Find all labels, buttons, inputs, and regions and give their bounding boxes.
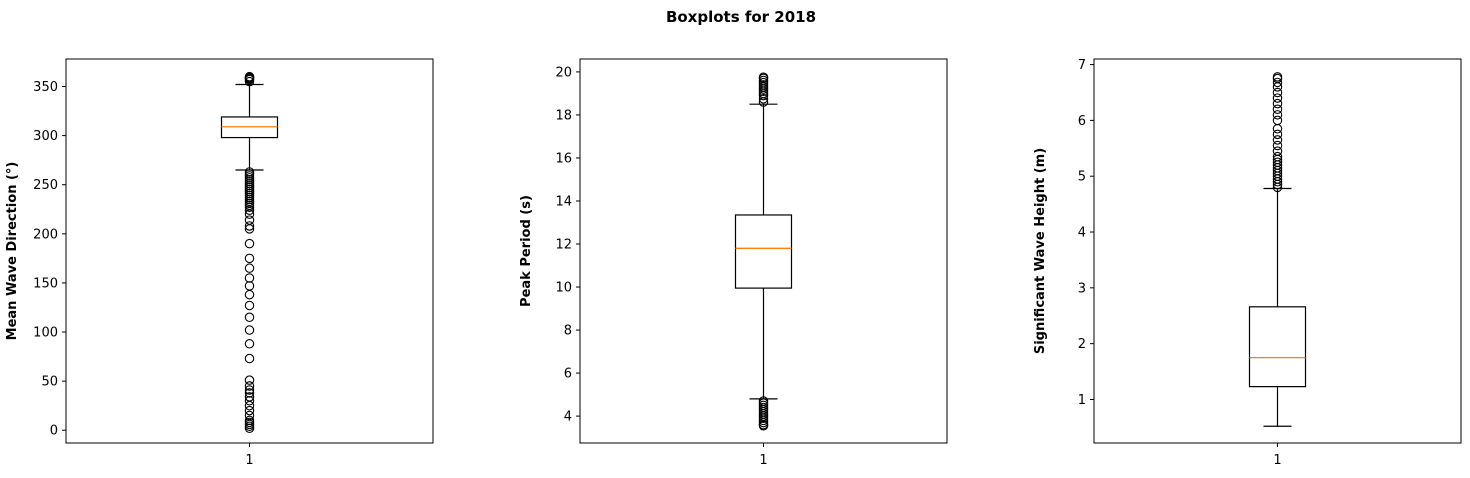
y-tick-label: 6 — [564, 367, 572, 382]
plot-area-frame — [1093, 58, 1462, 444]
outlier-point — [1272, 129, 1283, 140]
y-tick-label: 4 — [1078, 226, 1086, 241]
outlier-point — [1272, 87, 1283, 98]
outlier-point — [244, 71, 255, 82]
outlier-point — [1272, 135, 1283, 145]
outlier-point — [1272, 151, 1283, 162]
y-tick-label: 1 — [1078, 393, 1086, 408]
x-tick-label: 1 — [245, 453, 253, 468]
y-tick-label: 150 — [33, 276, 58, 291]
y-tick-label: 20 — [555, 65, 572, 80]
y-tick-label: 3 — [1078, 281, 1086, 296]
outlier-point — [1272, 110, 1283, 120]
outlier-point — [244, 281, 255, 291]
y-tick-label: 200 — [33, 227, 58, 242]
boxplot-panel-2: 4 6 8 10 12 14 16 18 20 1 Peak Period (s) — [519, 58, 948, 468]
outlier-point — [244, 405, 255, 416]
outlier-point — [1272, 157, 1283, 168]
outlier-point — [244, 221, 255, 231]
outlier-point — [244, 263, 255, 273]
iqr-box — [734, 214, 793, 289]
outlier-point — [244, 253, 255, 264]
y-tick-label: 12 — [555, 238, 572, 253]
y-axis-label: Mean Wave Direction (°) — [5, 162, 20, 341]
y-tick-label: 7 — [1078, 58, 1086, 73]
outlier-point — [244, 381, 255, 391]
outlier-point — [244, 238, 255, 249]
outlier-point — [244, 209, 255, 219]
y-axis-label: Peak Period (s) — [519, 195, 534, 307]
y-tick-label: 5 — [1078, 170, 1086, 185]
y-tick-label: 2 — [1078, 337, 1086, 352]
plot-area-frame — [65, 58, 434, 444]
y-tick-label: 8 — [564, 324, 572, 339]
outlier-point — [244, 385, 255, 395]
outlier-point — [244, 339, 255, 349]
x-tick-label: 1 — [1273, 453, 1281, 468]
boxplot-panel-1: 0 50 100 150 200 250 300 350 1 Mean Wave Directio… — [5, 58, 434, 468]
outlier-point — [244, 423, 255, 434]
outlier-point — [1272, 72, 1283, 82]
y-tick-label: 0 — [50, 424, 58, 439]
outlier-point — [758, 421, 769, 431]
y-tick-label: 6 — [1078, 114, 1086, 129]
outlier-point — [244, 400, 255, 411]
y-tick-label: 10 — [555, 281, 572, 296]
figure-title: Boxplots for 2018 — [666, 8, 816, 26]
y-axis-label: Significant Wave Height (m) — [1033, 148, 1048, 354]
outlier-point — [244, 300, 255, 311]
outlier-point — [1272, 93, 1283, 103]
iqr-box — [1248, 306, 1307, 388]
outlier-point — [1272, 77, 1283, 88]
outlier-point — [244, 312, 255, 323]
y-tick-label: 50 — [41, 375, 58, 390]
y-tick-label: 14 — [555, 194, 572, 209]
outlier-point — [244, 202, 255, 213]
y-tick-label: 350 — [33, 80, 58, 95]
outlier-point — [758, 94, 769, 104]
y-tick-label: 250 — [33, 178, 58, 193]
outlier-point — [244, 396, 255, 406]
y-tick-label: 16 — [555, 151, 572, 166]
outlier-point — [1272, 104, 1283, 114]
outlier-point — [244, 205, 255, 215]
x-tick-label: 1 — [759, 453, 767, 468]
outlier-point — [1272, 98, 1283, 109]
outlier-point — [1272, 115, 1283, 126]
outlier-point — [244, 353, 255, 364]
y-tick-label: 300 — [33, 129, 58, 144]
outlier-point — [758, 72, 769, 83]
y-tick-label: 100 — [33, 326, 58, 341]
outlier-point — [1272, 146, 1283, 156]
plot-area-frame — [579, 58, 948, 444]
boxplot-panel-3: 1 2 3 4 5 6 7 1 Significant Wave Height (m) — [1033, 58, 1462, 468]
outlier-point — [244, 273, 255, 283]
outlier-point — [244, 375, 255, 385]
outlier-point — [1272, 124, 1283, 134]
outlier-point — [244, 325, 255, 335]
outlier-point — [1272, 140, 1283, 151]
y-tick-label: 4 — [564, 410, 572, 425]
outlier-point — [244, 289, 255, 300]
y-tick-label: 18 — [555, 108, 572, 123]
outlier-point — [244, 224, 255, 234]
